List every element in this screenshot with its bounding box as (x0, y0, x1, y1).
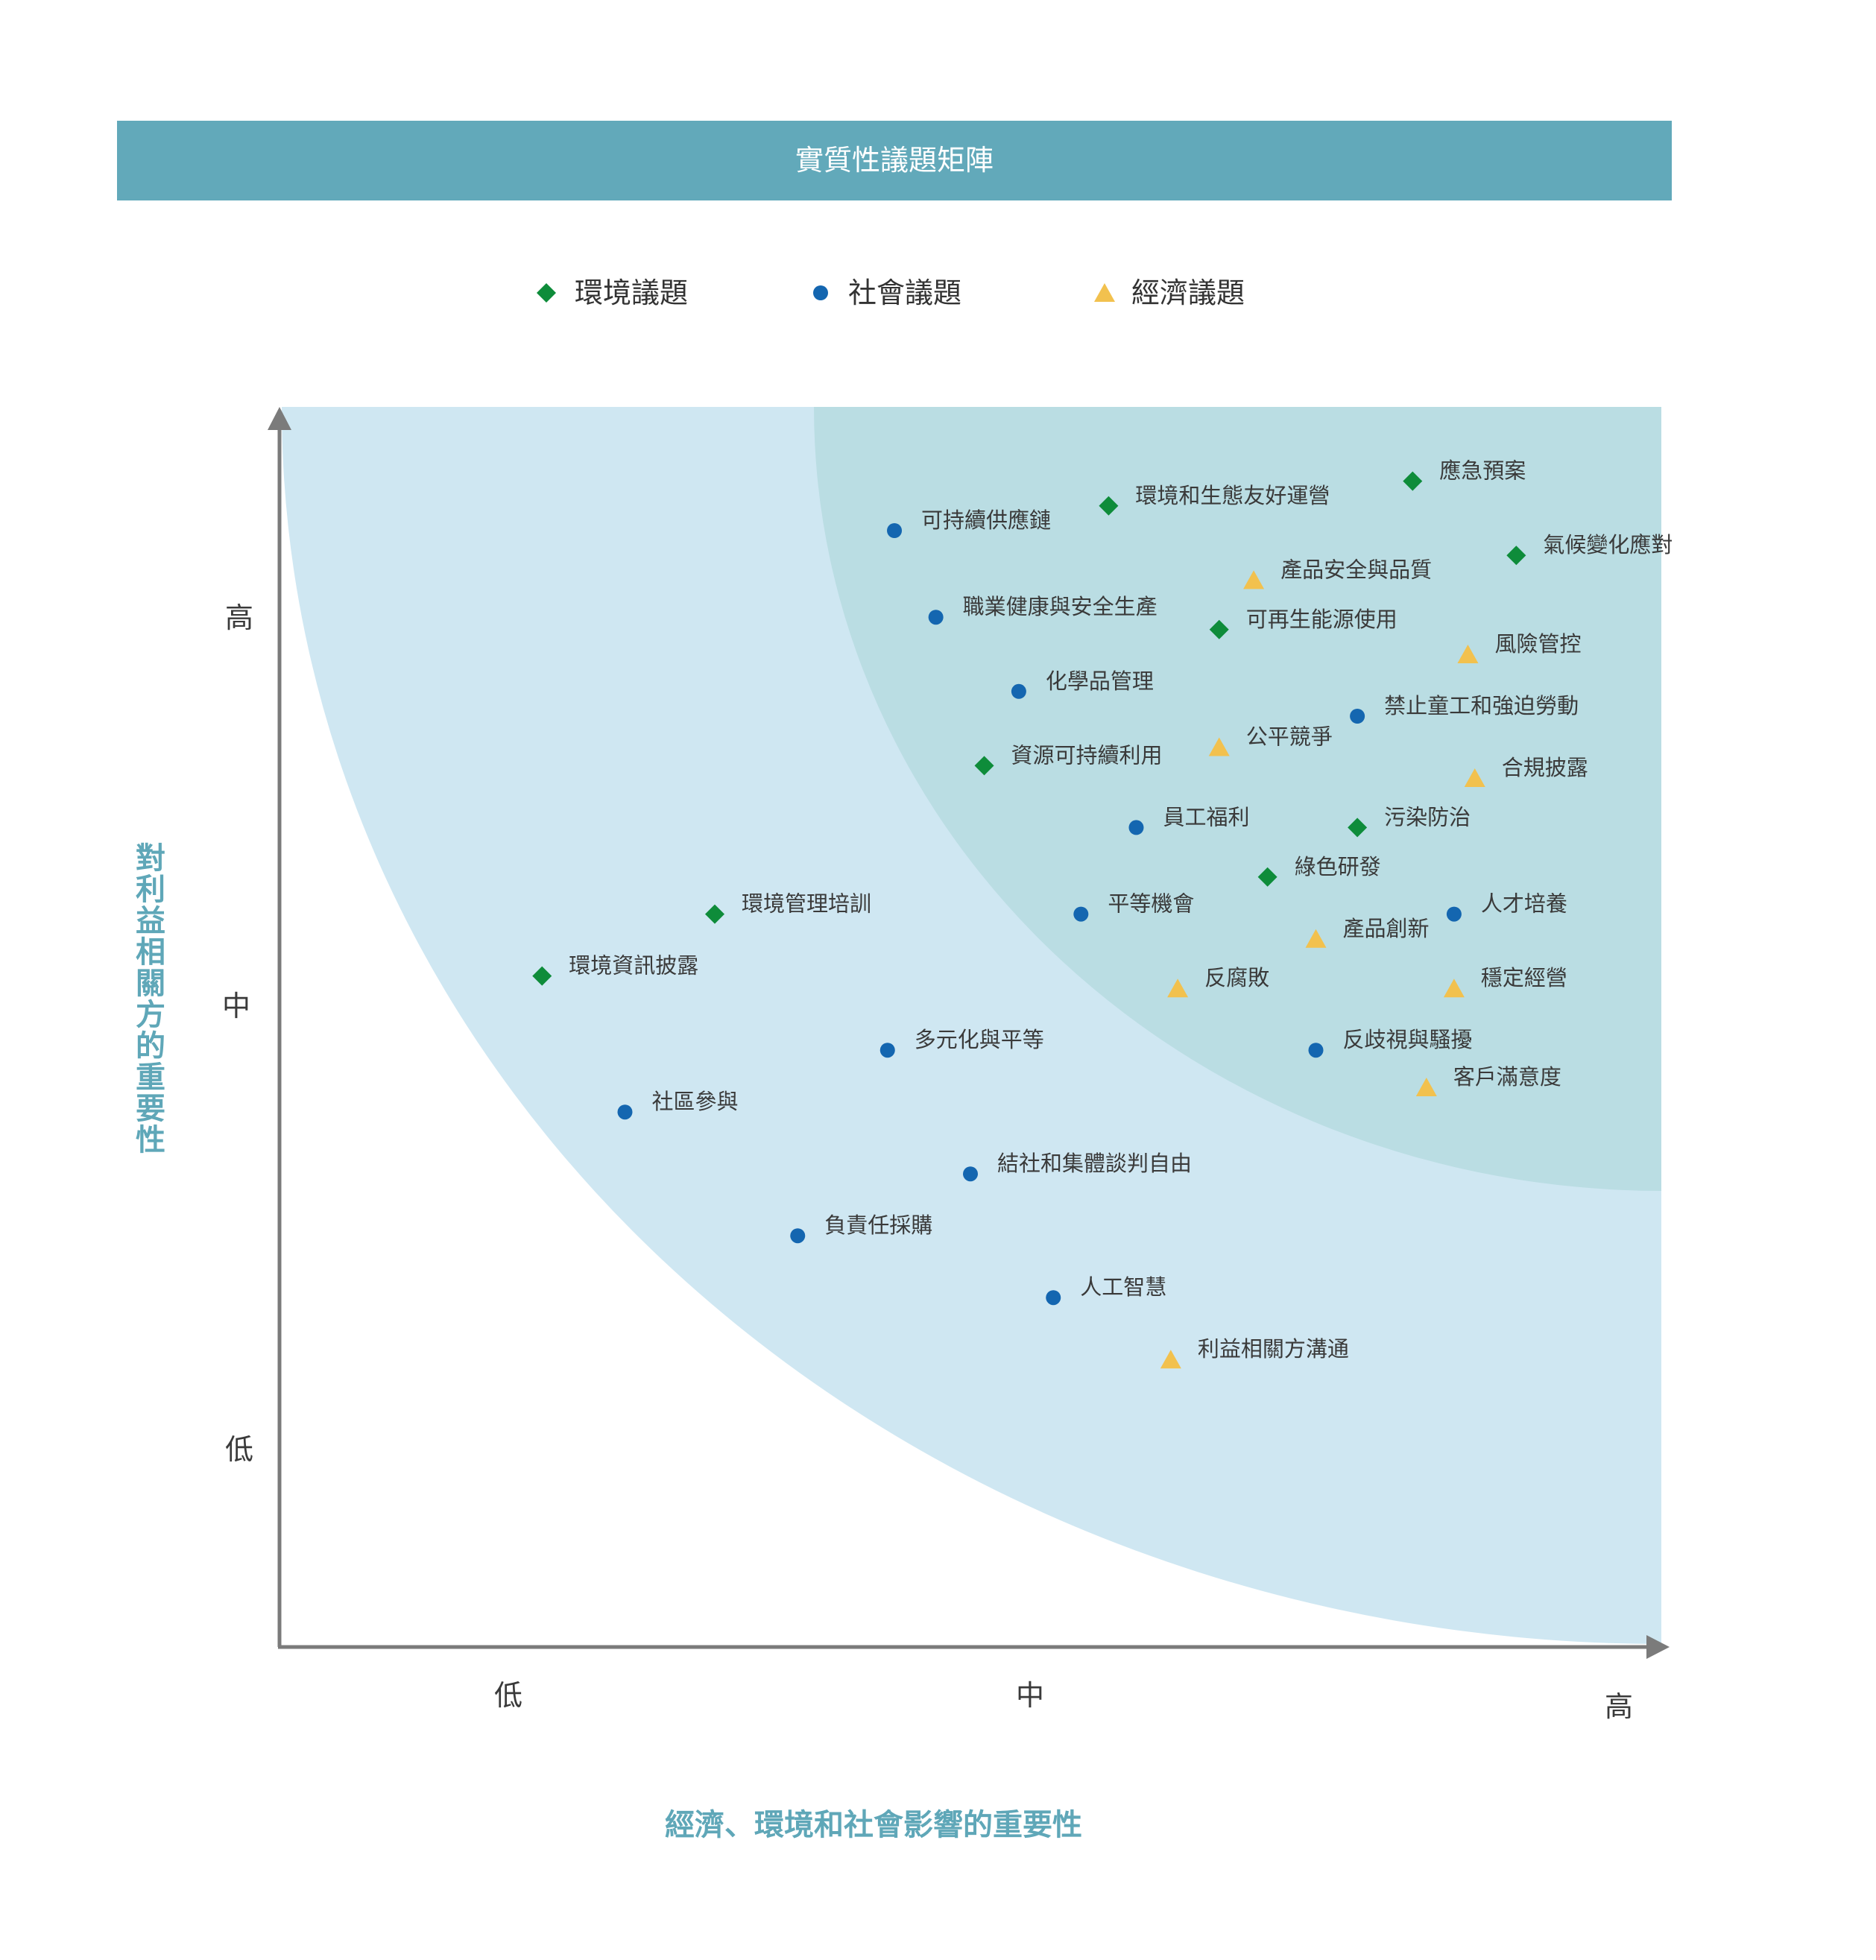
title-banner (117, 121, 1672, 200)
point-label: 利益相關方溝通 (1198, 1336, 1349, 1362)
legend-economic-label: 經濟議題 (1131, 276, 1245, 309)
chart-title: 實質性議題矩陣 (795, 144, 994, 177)
point-label: 人才培養 (1481, 891, 1567, 917)
y-tick-low: 低 (225, 1433, 253, 1466)
point-label: 禁止童工和強迫勞動 (1384, 693, 1579, 718)
point-label: 氣候變化應對 (1543, 532, 1673, 557)
point-environment-diamond-icon (532, 966, 552, 986)
point-environment-diamond-icon (1403, 471, 1423, 491)
y-tick-high: 高 (225, 601, 253, 634)
point-social-circle-icon (963, 1166, 978, 1182)
point-social-circle-icon (928, 610, 944, 625)
legend-social-label: 社會議題 (848, 276, 961, 309)
point-label: 環境管理培訓 (742, 891, 871, 917)
point-social-circle-icon (1073, 906, 1089, 922)
point-economic-triangle-icon (1167, 979, 1189, 998)
point-economic-triangle-icon (1160, 1350, 1181, 1369)
point-label: 公平競爭 (1246, 724, 1333, 750)
point-social-circle-icon (1350, 709, 1365, 724)
legend-economic-icon (1094, 283, 1115, 302)
point-label: 客戶滿意度 (1453, 1064, 1561, 1090)
point-label: 平等機會 (1108, 891, 1194, 917)
x-tick-high: 高 (1605, 1690, 1633, 1723)
point-economic-triangle-icon (1305, 929, 1327, 948)
point-economic-triangle-icon (1415, 1078, 1437, 1096)
point-label: 環境和生態友好運營 (1135, 483, 1330, 508)
point-label: 社區參與 (652, 1089, 739, 1114)
point-label: 綠色研發 (1295, 854, 1381, 879)
point-economic-triangle-icon (1457, 645, 1479, 663)
legend-environment-icon (537, 283, 556, 303)
point-label: 負責任採購 (824, 1213, 932, 1238)
legend: 環境議題 社會議題 經濟議題 (537, 276, 1245, 309)
point-label: 資源可持續利用 (1011, 742, 1163, 768)
point-label: 反腐敗 (1204, 965, 1269, 990)
point-environment-diamond-icon (1257, 867, 1277, 887)
data-points: 應急預案環境和生態友好運營可持續供應鏈氣候變化應對產品安全與品質職業健康與安全生… (532, 458, 1673, 1369)
point-label: 人工智慧 (1080, 1274, 1166, 1300)
point-environment-diamond-icon (1209, 619, 1229, 639)
point-economic-triangle-icon (1443, 979, 1465, 998)
point-label: 可持續供應鏈 (921, 508, 1051, 533)
point-label: 化學品管理 (1046, 668, 1154, 694)
x-axis-title: 經濟、環境和社會影響的重要性 (665, 1808, 1082, 1842)
point-social-circle-icon (1446, 906, 1462, 922)
point-economic-triangle-icon (1243, 570, 1265, 589)
point-label: 結社和集體談判自由 (997, 1151, 1192, 1176)
point-social-circle-icon (1308, 1043, 1324, 1058)
y-axis-arrow-icon (268, 407, 291, 430)
point-economic-triangle-icon (1208, 737, 1230, 756)
point-environment-diamond-icon (1099, 496, 1119, 516)
point-environment-diamond-icon (1506, 546, 1526, 566)
point-label: 員工福利 (1163, 804, 1249, 829)
y-tick-mid: 中 (222, 990, 250, 1022)
legend-environment-label: 環境議題 (575, 276, 688, 309)
point-social-circle-icon (879, 1043, 895, 1058)
legend-social-icon (813, 285, 828, 300)
point-label: 產品創新 (1343, 916, 1430, 941)
point-environment-diamond-icon (705, 904, 725, 924)
point-label: 反歧視與騷擾 (1343, 1027, 1473, 1052)
point-social-circle-icon (1011, 683, 1026, 699)
x-axis-arrow-icon (1646, 1635, 1670, 1659)
point-social-circle-icon (1128, 820, 1144, 835)
point-label: 穩定經營 (1481, 965, 1567, 990)
x-tick-low: 低 (494, 1679, 522, 1712)
point-economic-triangle-icon (1464, 768, 1485, 787)
y-axis-title: 對利益相關方的重要性 (130, 842, 165, 1155)
point-social-circle-icon (617, 1104, 633, 1120)
point-label: 應急預案 (1439, 458, 1526, 484)
point-environment-diamond-icon (1348, 818, 1368, 838)
point-label: 風險管控 (1494, 631, 1581, 657)
point-social-circle-icon (1046, 1290, 1061, 1306)
point-label: 職業健康與安全生產 (963, 594, 1158, 619)
point-label: 產品安全與品質 (1280, 557, 1432, 582)
point-social-circle-icon (790, 1228, 806, 1244)
point-label: 污染防治 (1384, 804, 1471, 829)
point-social-circle-icon (887, 523, 903, 538)
point-label: 多元化與平等 (915, 1027, 1044, 1052)
point-environment-diamond-icon (974, 756, 994, 776)
x-tick-mid: 中 (1016, 1679, 1044, 1712)
point-label: 合規披露 (1502, 755, 1588, 780)
point-label: 環境資訊披露 (569, 953, 698, 979)
point-label: 可再生能源使用 (1246, 607, 1397, 632)
